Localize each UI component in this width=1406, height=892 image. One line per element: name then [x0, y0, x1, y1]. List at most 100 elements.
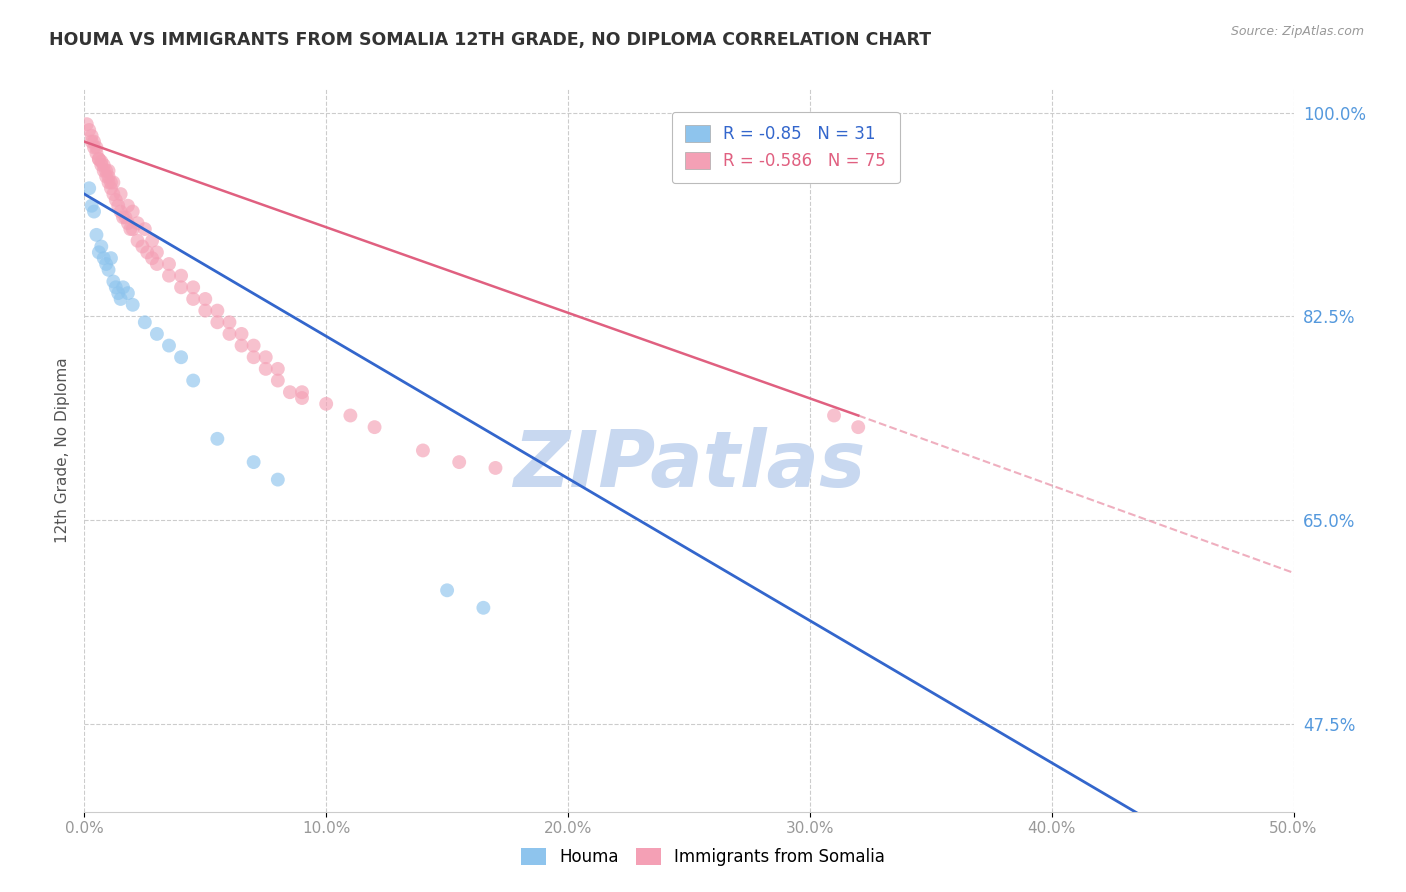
Point — [107, 199, 129, 213]
Point — [87, 152, 110, 166]
Point — [170, 350, 193, 364]
Point — [339, 409, 361, 423]
Point — [846, 420, 869, 434]
Point — [363, 420, 385, 434]
Point — [104, 280, 127, 294]
Point — [121, 298, 143, 312]
Point — [104, 193, 127, 207]
Point — [94, 163, 117, 178]
Point — [94, 257, 117, 271]
Point — [134, 222, 156, 236]
Point — [267, 362, 290, 376]
Point — [131, 239, 153, 253]
Point — [254, 350, 277, 364]
Point — [242, 350, 264, 364]
Point — [93, 158, 115, 172]
Point — [472, 600, 495, 615]
Point — [100, 176, 122, 190]
Point — [103, 187, 125, 202]
Point — [80, 199, 103, 213]
Point — [77, 181, 100, 195]
Point — [146, 257, 169, 271]
Point — [181, 374, 204, 388]
Point — [86, 140, 108, 154]
Point — [117, 286, 139, 301]
Point — [207, 303, 229, 318]
Point — [114, 211, 136, 225]
Text: Source: ZipAtlas.com: Source: ZipAtlas.com — [1230, 25, 1364, 38]
Point — [181, 280, 204, 294]
Point — [254, 362, 277, 376]
Text: ZIPatlas: ZIPatlas — [513, 427, 865, 503]
Point — [1088, 857, 1111, 871]
Point — [484, 461, 506, 475]
Text: HOUMA VS IMMIGRANTS FROM SOMALIA 12TH GRADE, NO DIPLOMA CORRELATION CHART: HOUMA VS IMMIGRANTS FROM SOMALIA 12TH GR… — [49, 31, 931, 49]
Point — [134, 315, 156, 329]
Point — [157, 257, 180, 271]
Point — [136, 245, 159, 260]
Point — [127, 234, 149, 248]
Point — [207, 432, 229, 446]
Point — [93, 251, 115, 265]
Point — [93, 163, 115, 178]
Point — [231, 338, 253, 352]
Point — [117, 199, 139, 213]
Point — [103, 275, 125, 289]
Point — [87, 152, 110, 166]
Point — [80, 135, 103, 149]
Point — [110, 187, 132, 202]
Point — [291, 391, 314, 405]
Point — [993, 846, 1015, 860]
Point — [103, 176, 125, 190]
Point — [86, 227, 108, 242]
Point — [100, 251, 122, 265]
Point — [83, 140, 105, 154]
Point — [267, 473, 290, 487]
Point — [242, 338, 264, 352]
Point — [181, 292, 204, 306]
Point — [315, 397, 337, 411]
Point — [110, 204, 132, 219]
Point — [146, 326, 169, 341]
Point — [86, 146, 108, 161]
Point — [107, 286, 129, 301]
Point — [120, 222, 142, 236]
Point — [157, 338, 180, 352]
Point — [112, 280, 135, 294]
Point — [97, 163, 120, 178]
Point — [170, 268, 193, 283]
Point — [87, 245, 110, 260]
Legend: Houma, Immigrants from Somalia: Houma, Immigrants from Somalia — [513, 840, 893, 875]
Point — [83, 135, 105, 149]
Point — [97, 176, 120, 190]
Point — [127, 216, 149, 230]
Point — [76, 117, 98, 131]
Point — [121, 204, 143, 219]
Point — [267, 374, 290, 388]
Point — [100, 181, 122, 195]
Point — [218, 326, 240, 341]
Point — [80, 128, 103, 143]
Point — [207, 315, 229, 329]
Point — [83, 204, 105, 219]
Point — [436, 583, 458, 598]
Point — [412, 443, 434, 458]
Point — [141, 251, 163, 265]
Y-axis label: 12th Grade, No Diploma: 12th Grade, No Diploma — [55, 358, 70, 543]
Point — [90, 239, 112, 253]
Point — [449, 455, 471, 469]
Point — [97, 169, 120, 184]
Point — [141, 234, 163, 248]
Point — [121, 222, 143, 236]
Point — [146, 245, 169, 260]
Point — [231, 326, 253, 341]
Point — [194, 303, 217, 318]
Point — [1185, 839, 1208, 854]
Point — [218, 315, 240, 329]
Point — [242, 455, 264, 469]
Point — [117, 216, 139, 230]
Point — [194, 292, 217, 306]
Point — [77, 123, 100, 137]
Point — [94, 169, 117, 184]
Point — [110, 292, 132, 306]
